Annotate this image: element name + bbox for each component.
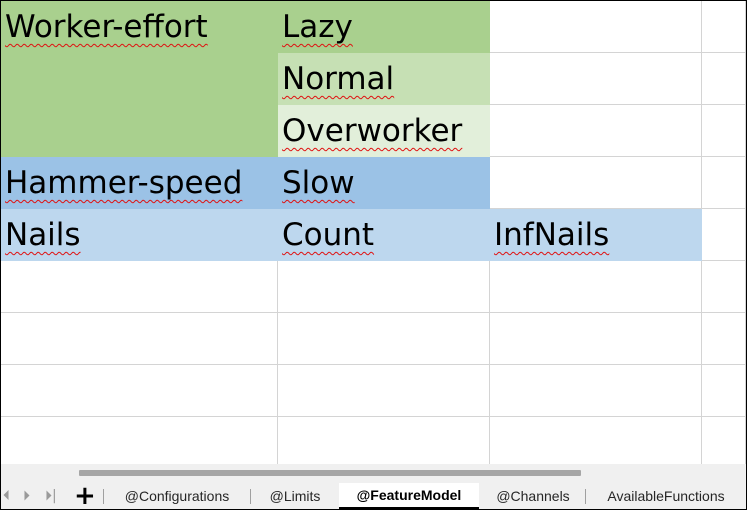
cell-r1-c4[interactable] [702, 1, 746, 53]
cell-r3-c3[interactable] [490, 105, 702, 157]
cell-text: Overworker [282, 113, 463, 149]
cell-text: Worker-effort [5, 9, 208, 45]
sheet-nav-first-icon[interactable]: ⏴ [3, 488, 10, 504]
cell-text: Lazy [282, 9, 353, 45]
cell-r6-c2[interactable] [278, 261, 490, 313]
cell-r1-c1[interactable]: Worker-effort [1, 1, 278, 53]
cell-r2-c3[interactable] [490, 53, 702, 105]
cell-r6-c1[interactable] [1, 261, 278, 313]
cell-r5-c3[interactable]: InfNails [490, 209, 702, 261]
horizontal-scrollbar-thumb[interactable] [79, 470, 581, 476]
horizontal-scrollbar[interactable] [79, 469, 584, 477]
cell-text: Hammer-speed [5, 165, 243, 201]
cell-r4-c3[interactable] [490, 157, 702, 209]
tab-separator [250, 489, 251, 504]
sheet-tab-bar: ⏴ ⏵ ⏵| + @Configurations @Limits @FeatureM… [1, 464, 746, 509]
cell-r9-c3[interactable] [490, 417, 702, 469]
cell-text: Slow [282, 165, 355, 201]
cell-r8-c1[interactable] [1, 365, 278, 417]
sheet-tab-limits[interactable]: @Limits [269, 488, 321, 504]
cell-r8-c4[interactable] [702, 365, 746, 417]
sheet-tab-channels[interactable]: @Channels [496, 488, 570, 504]
cell-r4-c4[interactable] [702, 157, 746, 209]
cell-r8-c2[interactable] [278, 365, 490, 417]
cell-text: Count [282, 217, 375, 253]
sheet-nav-next-icon[interactable]: ⏵ [23, 488, 30, 504]
cell-r7-c3[interactable] [490, 313, 702, 365]
cell-r5-c4[interactable] [702, 209, 746, 261]
cell-r2-c1[interactable] [1, 53, 278, 105]
add-sheet-icon[interactable]: + [74, 481, 96, 510]
cell-r7-c4[interactable] [702, 313, 746, 365]
cell-r8-c3[interactable] [490, 365, 702, 417]
cell-r2-c2[interactable]: Normal [278, 53, 490, 105]
cell-r6-c3[interactable] [490, 261, 702, 313]
cell-r1-c3[interactable] [490, 1, 702, 53]
cell-r4-c1[interactable]: Hammer-speed [1, 157, 278, 209]
tab-separator [585, 489, 586, 504]
cell-r7-c2[interactable] [278, 313, 490, 365]
cell-r3-c2[interactable]: Overworker [278, 105, 490, 157]
sheet-tab-configurations[interactable]: @Configurations [124, 488, 230, 504]
cell-r1-c2[interactable]: Lazy [278, 1, 490, 53]
cell-r7-c1[interactable] [1, 313, 278, 365]
cell-r6-c4[interactable] [702, 261, 746, 313]
sheet-tab-availablefunctions[interactable]: AvailableFunctions [607, 488, 725, 504]
cell-r4-c2[interactable]: Slow [278, 157, 490, 209]
tab-separator [103, 489, 104, 504]
cell-r2-c4[interactable] [702, 53, 746, 105]
sheet-tab-featuremodel[interactable]: @FeatureModel [339, 483, 479, 509]
cell-text: InfNails [494, 217, 610, 253]
sheet-nav-last-icon[interactable]: ⏵| [45, 488, 57, 504]
cell-text: Normal [282, 61, 395, 97]
cell-r3-c1[interactable] [1, 105, 278, 157]
cell-text: Nails [5, 217, 81, 253]
cell-grid: Worker-effort Lazy Normal Overworker Hammer-… [1, 1, 746, 469]
cell-r9-c1[interactable] [1, 417, 278, 469]
cell-r9-c2[interactable] [278, 417, 490, 469]
cell-r9-c4[interactable] [702, 417, 746, 469]
cell-r3-c4[interactable] [702, 105, 746, 157]
cell-r5-c2[interactable]: Count [278, 209, 490, 261]
cell-r5-c1[interactable]: Nails [1, 209, 278, 261]
